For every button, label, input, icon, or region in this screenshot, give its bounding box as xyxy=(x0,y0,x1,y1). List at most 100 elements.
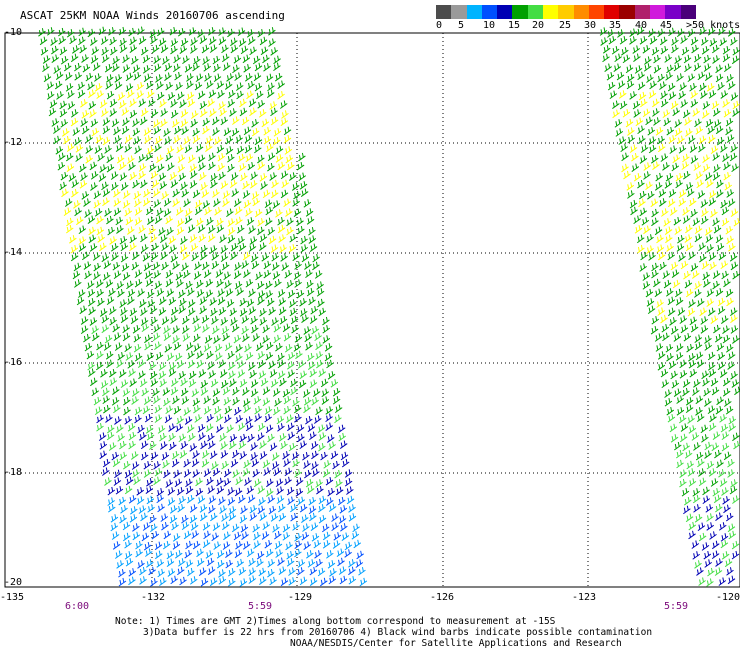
wind-barb xyxy=(637,81,646,91)
wind-barb xyxy=(669,317,677,326)
wind-barb xyxy=(337,424,346,434)
wind-barb xyxy=(121,107,130,116)
wind-barb xyxy=(693,54,702,63)
wind-barb xyxy=(181,262,189,272)
legend-label: 45 xyxy=(660,20,673,31)
wind-barb xyxy=(233,334,242,344)
wind-barb xyxy=(669,423,678,433)
wind-barb xyxy=(107,504,116,513)
wind-barb xyxy=(720,90,729,99)
wind-barb xyxy=(685,397,694,406)
wind-barb xyxy=(235,344,243,353)
wind-barb xyxy=(290,315,299,325)
wind-barb xyxy=(179,244,188,253)
wind-barb xyxy=(173,135,181,144)
wind-barb xyxy=(218,307,227,316)
wind-barb xyxy=(729,152,738,162)
wind-barb xyxy=(209,245,218,254)
wind-barb xyxy=(203,530,211,540)
wind-barb xyxy=(167,487,176,496)
wind-barb xyxy=(222,62,231,71)
wind-barb xyxy=(99,99,108,109)
wind-barb xyxy=(282,523,291,533)
wind-barb xyxy=(647,127,656,136)
wind-barb xyxy=(250,388,259,398)
wind-barb xyxy=(232,386,240,396)
wind-barb xyxy=(254,82,263,92)
wind-barb xyxy=(220,450,229,459)
wind-barb xyxy=(651,217,659,227)
wind-barb xyxy=(125,352,134,361)
wind-barb xyxy=(726,189,734,198)
wind-barb xyxy=(105,414,113,423)
wind-barb xyxy=(708,134,716,144)
wind-barb xyxy=(143,461,152,470)
wind-barb xyxy=(259,440,267,449)
wind-barb xyxy=(675,172,684,182)
wind-barb xyxy=(141,244,149,253)
wind-barb xyxy=(174,352,183,362)
wind-barb xyxy=(89,161,98,171)
wind-barb xyxy=(341,458,350,468)
wind-barb xyxy=(286,414,294,423)
legend-label: >50 knots xyxy=(686,20,740,31)
wind-barb xyxy=(87,361,95,371)
wind-barb xyxy=(710,478,719,487)
wind-barb xyxy=(64,72,73,81)
wind-barb xyxy=(294,404,302,414)
wind-barb xyxy=(140,233,148,243)
wind-barb xyxy=(93,271,101,281)
wind-barb xyxy=(665,344,674,353)
wind-barb xyxy=(278,234,286,243)
wind-barb xyxy=(219,234,227,244)
wind-barb xyxy=(275,342,283,352)
wind-barb xyxy=(709,413,717,423)
wind-barb xyxy=(706,578,714,587)
wind-barb xyxy=(124,551,133,560)
wind-barb xyxy=(721,206,730,216)
wind-barb xyxy=(278,512,287,522)
wind-barb xyxy=(136,90,145,99)
wind-barb xyxy=(671,380,680,389)
wind-barb xyxy=(145,425,154,434)
wind-barb xyxy=(665,234,673,244)
wind-barb xyxy=(218,171,226,181)
wind-barb xyxy=(250,442,258,451)
wind-barb xyxy=(719,37,728,47)
wind-barb xyxy=(718,251,727,261)
wind-barb xyxy=(682,109,691,119)
wind-barb xyxy=(723,63,732,73)
wind-barb xyxy=(334,469,342,479)
wind-barb xyxy=(115,143,124,152)
wind-barb xyxy=(353,539,362,549)
wind-barb xyxy=(711,550,720,560)
wind-barb xyxy=(176,487,185,496)
wind-barb xyxy=(122,200,131,209)
wind-barb xyxy=(279,100,288,109)
wind-barb xyxy=(129,36,137,46)
wind-barb xyxy=(732,495,740,504)
wind-barb xyxy=(249,505,258,514)
wind-barb xyxy=(53,135,61,145)
wind-barb xyxy=(322,325,331,334)
wind-barb xyxy=(675,352,684,361)
wind-barb xyxy=(606,72,615,81)
wind-barb xyxy=(119,236,128,245)
wind-barb xyxy=(701,434,709,443)
wind-barb xyxy=(197,90,206,100)
wind-barb xyxy=(301,531,310,541)
wind-barb xyxy=(613,63,622,72)
wind-barb xyxy=(713,224,722,234)
wind-barb xyxy=(142,405,151,415)
wind-barb xyxy=(253,540,261,549)
wind-barb xyxy=(247,161,256,171)
wind-barb xyxy=(722,496,730,505)
wind-barb xyxy=(205,550,214,559)
wind-barb xyxy=(621,163,629,173)
wind-barb xyxy=(652,161,660,170)
wind-barb xyxy=(183,407,192,416)
wind-barb xyxy=(682,171,691,180)
wind-barb xyxy=(730,37,738,46)
wind-barb xyxy=(666,353,674,362)
wind-barb xyxy=(322,335,331,344)
